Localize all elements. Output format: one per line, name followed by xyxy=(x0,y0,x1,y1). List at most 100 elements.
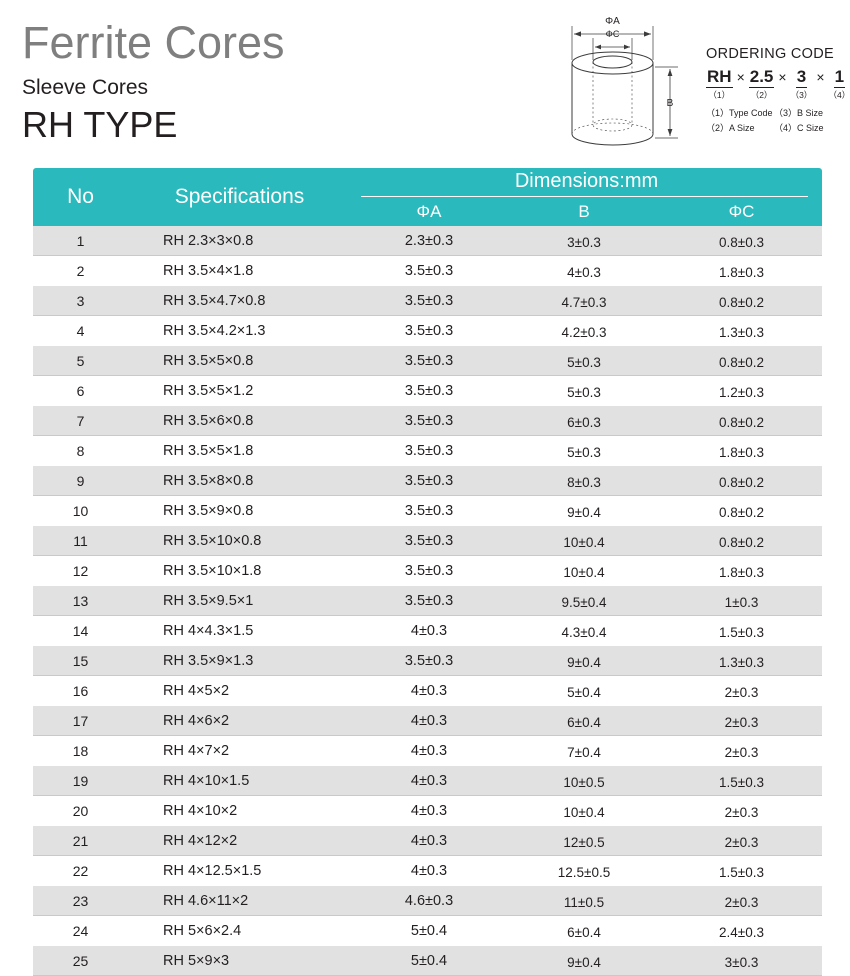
cell-specification: RH 3.5×10×1.8 xyxy=(128,556,351,586)
ordering-code-separator-2: × xyxy=(778,67,786,87)
ordering-code-block: ORDERING CODE RH （1） × 2.5 （2） × 3 （3） ×… xyxy=(706,46,846,135)
ordering-code-part-4: 1 （4） xyxy=(829,67,850,100)
cell-phi-c: 0.8±0.2 xyxy=(661,466,822,496)
cell-phi-a: 4±0.3 xyxy=(351,676,507,706)
cell-phi-a: 4±0.3 xyxy=(351,766,507,796)
cell-phi-a: 2.3±0.3 xyxy=(351,226,507,256)
cell-specification: RH 3.5×8×0.8 xyxy=(128,466,351,496)
cell-no: 15 xyxy=(33,646,128,676)
cell-phi-a: 3.5±0.3 xyxy=(351,406,507,436)
cell-b: 10±0.4 xyxy=(507,526,661,556)
cell-phi-c: 0.8±0.2 xyxy=(661,496,822,526)
cell-phi-c: 2±0.3 xyxy=(661,796,822,826)
ordering-code-title: ORDERING CODE xyxy=(706,46,846,62)
ordering-code-value-4: 1 xyxy=(834,67,845,88)
cell-phi-c: 1.3±0.3 xyxy=(661,646,822,676)
cell-phi-a: 3.5±0.3 xyxy=(351,346,507,376)
cell-phi-a: 4±0.3 xyxy=(351,856,507,886)
cell-no: 6 xyxy=(33,376,128,406)
cell-phi-c: 1.5±0.3 xyxy=(661,766,822,796)
cell-specification: RH 3.5×4×1.8 xyxy=(128,256,351,286)
cell-b: 9±0.4 xyxy=(507,946,661,976)
ordering-legend-item-4: （4）C Size xyxy=(774,122,846,135)
cell-specification: RH 3.5×9×0.8 xyxy=(128,496,351,526)
ordering-code-index-4: （4） xyxy=(829,90,850,100)
table-header-dimension-columns: ΦA B ΦC xyxy=(351,197,822,226)
ordering-code-formula: RH （1） × 2.5 （2） × 3 （3） × 1 （4） xyxy=(706,67,846,100)
cell-phi-c: 2±0.3 xyxy=(661,886,822,916)
ordering-legend-item-2: （2）A Size xyxy=(706,122,774,135)
cell-no: 22 xyxy=(33,856,128,886)
cell-specification: RH 2.3×3×0.8 xyxy=(128,226,351,256)
cell-no: 20 xyxy=(33,796,128,826)
cell-no: 25 xyxy=(33,946,128,976)
cell-b: 5±0.3 xyxy=(507,436,661,466)
cell-b: 11±0.5 xyxy=(507,886,661,916)
table-header-col-b: B xyxy=(507,197,661,226)
cell-no: 3 xyxy=(33,286,128,316)
table-header-no: No xyxy=(33,168,128,226)
cell-no: 21 xyxy=(33,826,128,856)
cell-no: 17 xyxy=(33,706,128,736)
ordering-code-index-3: （3） xyxy=(791,90,813,100)
cell-phi-c: 2±0.3 xyxy=(661,676,822,706)
cell-phi-a: 4.6±0.3 xyxy=(351,886,507,916)
ordering-legend-item-1: （1）Type Code xyxy=(706,107,774,120)
cell-specification: RH 3.5×6×0.8 xyxy=(128,406,351,436)
ordering-legend-item-3: （3）B Size xyxy=(774,107,846,120)
cell-b: 4.7±0.3 xyxy=(507,286,661,316)
cell-specification: RH 4×10×2 xyxy=(128,796,351,826)
cell-b: 10±0.4 xyxy=(507,796,661,826)
table-header-dimensions-group: Dimensions:mm ΦA B ΦC xyxy=(351,168,822,226)
table-header-col-phi-c: ΦC xyxy=(661,197,822,226)
ordering-code-separator-1: × xyxy=(737,67,745,87)
cell-specification: RH 3.5×9.5×1 xyxy=(128,586,351,616)
page-type-title: RH TYPE xyxy=(22,104,285,146)
cell-phi-a: 3.5±0.3 xyxy=(351,316,507,346)
cell-phi-c: 1.8±0.3 xyxy=(661,256,822,286)
cell-phi-c: 3±0.3 xyxy=(661,946,822,976)
cell-no: 2 xyxy=(33,256,128,286)
cell-phi-c: 2±0.3 xyxy=(661,706,822,736)
title-block: Ferrite Cores Sleeve Cores RH TYPE xyxy=(22,18,285,146)
cell-phi-c: 2.4±0.3 xyxy=(661,916,822,946)
cell-no: 24 xyxy=(33,916,128,946)
ordering-code-part-1: RH （1） xyxy=(706,67,733,100)
cell-phi-c: 0.8±0.2 xyxy=(661,406,822,436)
cell-b: 3±0.3 xyxy=(507,226,661,256)
specifications-table: No Specifications Dimensions:mm ΦA B ΦC … xyxy=(33,168,822,976)
cell-phi-c: 1.8±0.3 xyxy=(661,436,822,466)
ordering-code-value-2: 2.5 xyxy=(749,67,775,88)
cell-b: 6±0.4 xyxy=(507,916,661,946)
cell-specification: RH 4×12×2 xyxy=(128,826,351,856)
cell-specification: RH 3.5×4.7×0.8 xyxy=(128,286,351,316)
sleeve-core-diagram: ΦA ΦC B xyxy=(560,12,705,164)
cell-specification: RH 3.5×5×1.2 xyxy=(128,376,351,406)
cell-no: 11 xyxy=(33,526,128,556)
cell-no: 23 xyxy=(33,886,128,916)
cell-specification: RH 4×4.3×1.5 xyxy=(128,616,351,646)
cell-no: 8 xyxy=(33,436,128,466)
cell-specification: RH 3.5×9×1.3 xyxy=(128,646,351,676)
cell-phi-c: 1.5±0.3 xyxy=(661,856,822,886)
cell-b: 4.2±0.3 xyxy=(507,316,661,346)
cell-no: 9 xyxy=(33,466,128,496)
cell-specification: RH 4×10×1.5 xyxy=(128,766,351,796)
cell-phi-c: 0.8±0.2 xyxy=(661,286,822,316)
cell-specification: RH 4×6×2 xyxy=(128,706,351,736)
cell-phi-a: 3.5±0.3 xyxy=(351,376,507,406)
cell-b: 12±0.5 xyxy=(507,826,661,856)
